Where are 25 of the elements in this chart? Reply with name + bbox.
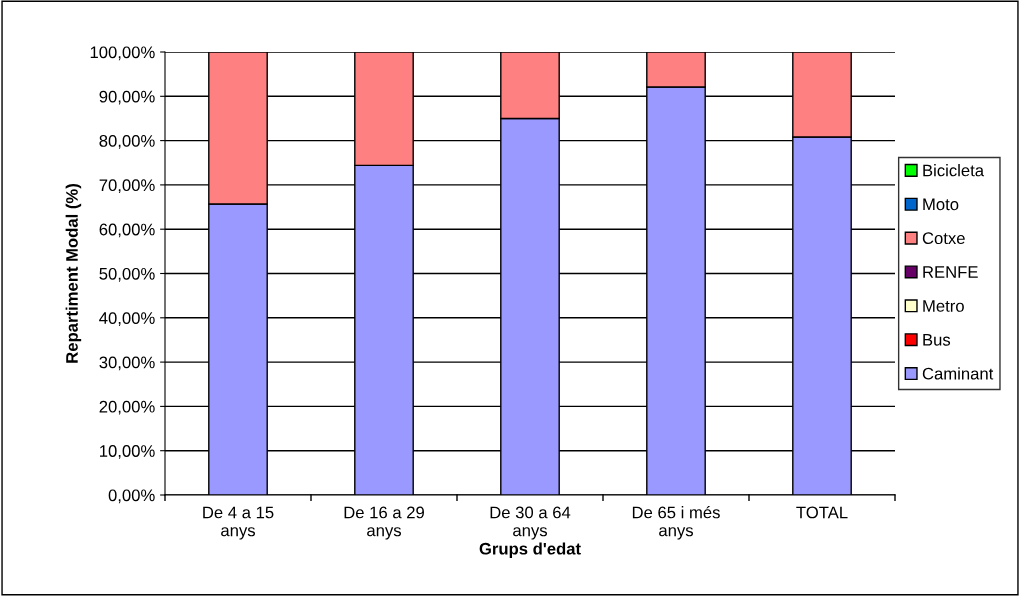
legend-label: Metro <box>923 300 964 312</box>
x-tick-label: De 65 i més anys <box>632 505 720 540</box>
legend-label: Moto <box>923 198 959 211</box>
legend-label: RENFE <box>923 266 978 278</box>
legend-label: Bicicleta <box>923 164 985 177</box>
legend-label: Bus <box>923 334 951 346</box>
x-tick-label: De 4 a 15 anys <box>203 506 274 540</box>
y-tick-label: 50,00% <box>99 267 155 282</box>
legend-label: Cotxe <box>922 232 965 245</box>
y-tick-label: 100,00% <box>90 46 155 61</box>
x-axis-title: Grups d'edat <box>479 542 581 558</box>
y-tick-label: 90,00% <box>99 90 155 105</box>
x-tick-label: TOTAL <box>796 506 848 519</box>
y-tick-label: 10,00% <box>100 445 155 459</box>
y-tick-label: 70,00% <box>99 179 155 194</box>
y-tick-label: 80,00% <box>99 135 155 149</box>
y-axis-title: Repartiment Modal (%) <box>65 184 82 363</box>
x-tick-label: De 16 a 29 anys <box>344 506 424 540</box>
y-tick-label: 20,00% <box>99 400 155 415</box>
y-tick-label: 30,00% <box>99 356 155 371</box>
y-tick-label: 40,00% <box>99 312 155 326</box>
x-tick-label: De 30 a 64 anys <box>490 506 571 540</box>
legend-label: Caminant <box>922 367 994 380</box>
y-tick-label: 0,00% <box>108 489 155 504</box>
y-tick-label: 60,00% <box>99 223 155 238</box>
